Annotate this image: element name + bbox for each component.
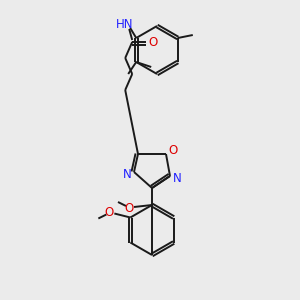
Text: N: N	[123, 167, 131, 181]
Text: O: O	[168, 145, 178, 158]
Text: HN: HN	[116, 17, 133, 31]
Text: O: O	[148, 35, 158, 49]
Text: O: O	[124, 202, 134, 214]
Text: O: O	[105, 206, 114, 219]
Text: N: N	[172, 172, 182, 184]
